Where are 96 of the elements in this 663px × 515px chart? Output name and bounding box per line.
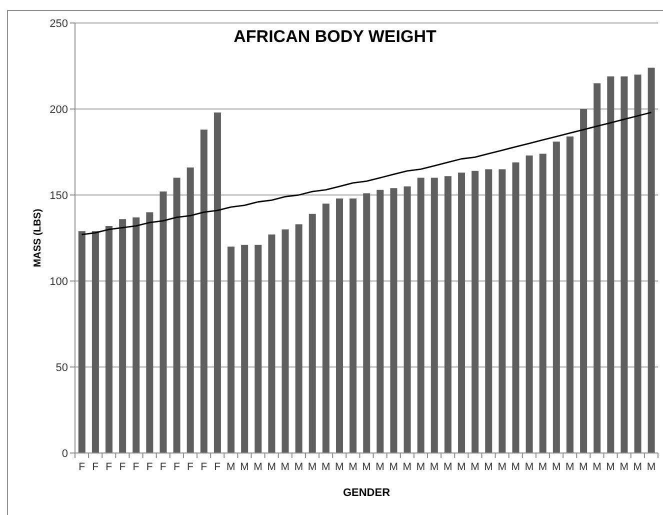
x-tick-label: M — [538, 461, 548, 473]
bar — [350, 198, 357, 453]
bar — [552, 142, 560, 453]
bar — [200, 130, 208, 453]
y-tick-label: 200 — [50, 104, 68, 116]
x-tick-label: M — [267, 461, 276, 473]
bar — [92, 231, 99, 453]
x-tick-label: M — [254, 461, 262, 473]
bar — [390, 188, 398, 453]
bar — [526, 155, 533, 453]
x-tick-label: M — [389, 461, 398, 473]
x-tick-label: F — [200, 461, 208, 473]
x-tick-label: M — [565, 461, 574, 473]
x-tick-label: M — [430, 461, 439, 473]
bar — [282, 229, 289, 453]
x-tick-label: F — [92, 461, 99, 473]
x-tick-label: M — [552, 461, 561, 473]
x-tick-label: M — [348, 461, 358, 473]
bar — [594, 83, 601, 453]
x-tick-label: F — [187, 461, 194, 473]
x-tick-label: M — [321, 461, 330, 473]
line-series — [81, 112, 652, 236]
bar — [78, 231, 86, 453]
x-axis-title: GENDER — [342, 487, 390, 499]
x-tick-label: F — [119, 461, 126, 473]
x-tick-label: M — [335, 461, 344, 473]
bar — [580, 109, 588, 453]
y-tick-label: 50 — [56, 362, 68, 374]
bar — [241, 244, 248, 453]
bar — [458, 172, 466, 453]
y-tick-label: 150 — [50, 190, 68, 202]
x-tick-label: M — [416, 461, 426, 473]
bar — [363, 193, 370, 453]
x-tick-label: M — [294, 461, 304, 473]
y-tick-label: 250 — [50, 18, 68, 30]
bar — [146, 212, 154, 453]
x-tick-label: F — [173, 461, 180, 473]
bar — [160, 192, 167, 453]
bar — [430, 178, 438, 453]
x-tick-label: M — [443, 461, 452, 473]
bar — [132, 217, 140, 453]
x-tick-label: M — [362, 461, 371, 473]
x-tick-label: M — [402, 461, 412, 473]
x-tick-label: M — [376, 461, 384, 473]
y-tick-label: 0 — [62, 448, 68, 460]
bar — [607, 76, 614, 453]
x-tick-label: F — [214, 461, 221, 473]
bar — [322, 204, 330, 453]
x-tick-label: F — [146, 461, 153, 473]
bar — [106, 226, 113, 453]
bar — [295, 224, 302, 453]
bar — [173, 178, 180, 453]
x-tick-label: M — [579, 461, 588, 473]
bar — [472, 170, 479, 453]
bar — [485, 169, 492, 453]
bar — [376, 190, 384, 453]
bar — [539, 154, 546, 453]
x-tick-label: M — [457, 461, 466, 473]
bar — [648, 68, 655, 453]
x-tick-label: F — [106, 461, 112, 473]
y-axis-title: MASS (LBS) — [32, 208, 44, 268]
x-tick-label: M — [240, 461, 249, 473]
x-tick-label: F — [132, 461, 140, 473]
bar — [186, 167, 194, 453]
x-tick-label: M — [646, 461, 656, 473]
bar — [444, 176, 452, 453]
x-tick-label: M — [620, 461, 628, 473]
x-tick-label: M — [226, 461, 236, 473]
bar — [214, 112, 221, 453]
x-tick-label: F — [78, 461, 85, 473]
bar — [254, 244, 262, 453]
bar — [417, 178, 424, 453]
bar — [620, 76, 628, 453]
chart-title: AFRICAN BODY WEIGHT — [234, 27, 436, 46]
bar — [512, 162, 520, 453]
bar — [268, 234, 276, 453]
x-tick-label: M — [592, 461, 602, 473]
bar — [498, 169, 506, 453]
bar — [566, 136, 574, 453]
bar — [634, 74, 642, 453]
x-tick-label: M — [484, 461, 493, 473]
x-tick-label: M — [633, 461, 642, 473]
bar — [308, 214, 316, 453]
bar — [336, 198, 343, 453]
x-tick-label: M — [524, 461, 534, 473]
bar — [119, 219, 126, 453]
x-tick-label: M — [511, 461, 520, 473]
x-tick-label: F — [160, 461, 166, 473]
bar — [228, 246, 235, 453]
x-tick-label: M — [470, 461, 480, 473]
x-tick-label: M — [280, 461, 290, 473]
x-tick-label: M — [308, 461, 317, 473]
y-tick-label: 100 — [50, 276, 68, 288]
x-tick-label: M — [498, 461, 506, 473]
x-tick-label: M — [606, 461, 615, 473]
bar — [404, 186, 411, 453]
